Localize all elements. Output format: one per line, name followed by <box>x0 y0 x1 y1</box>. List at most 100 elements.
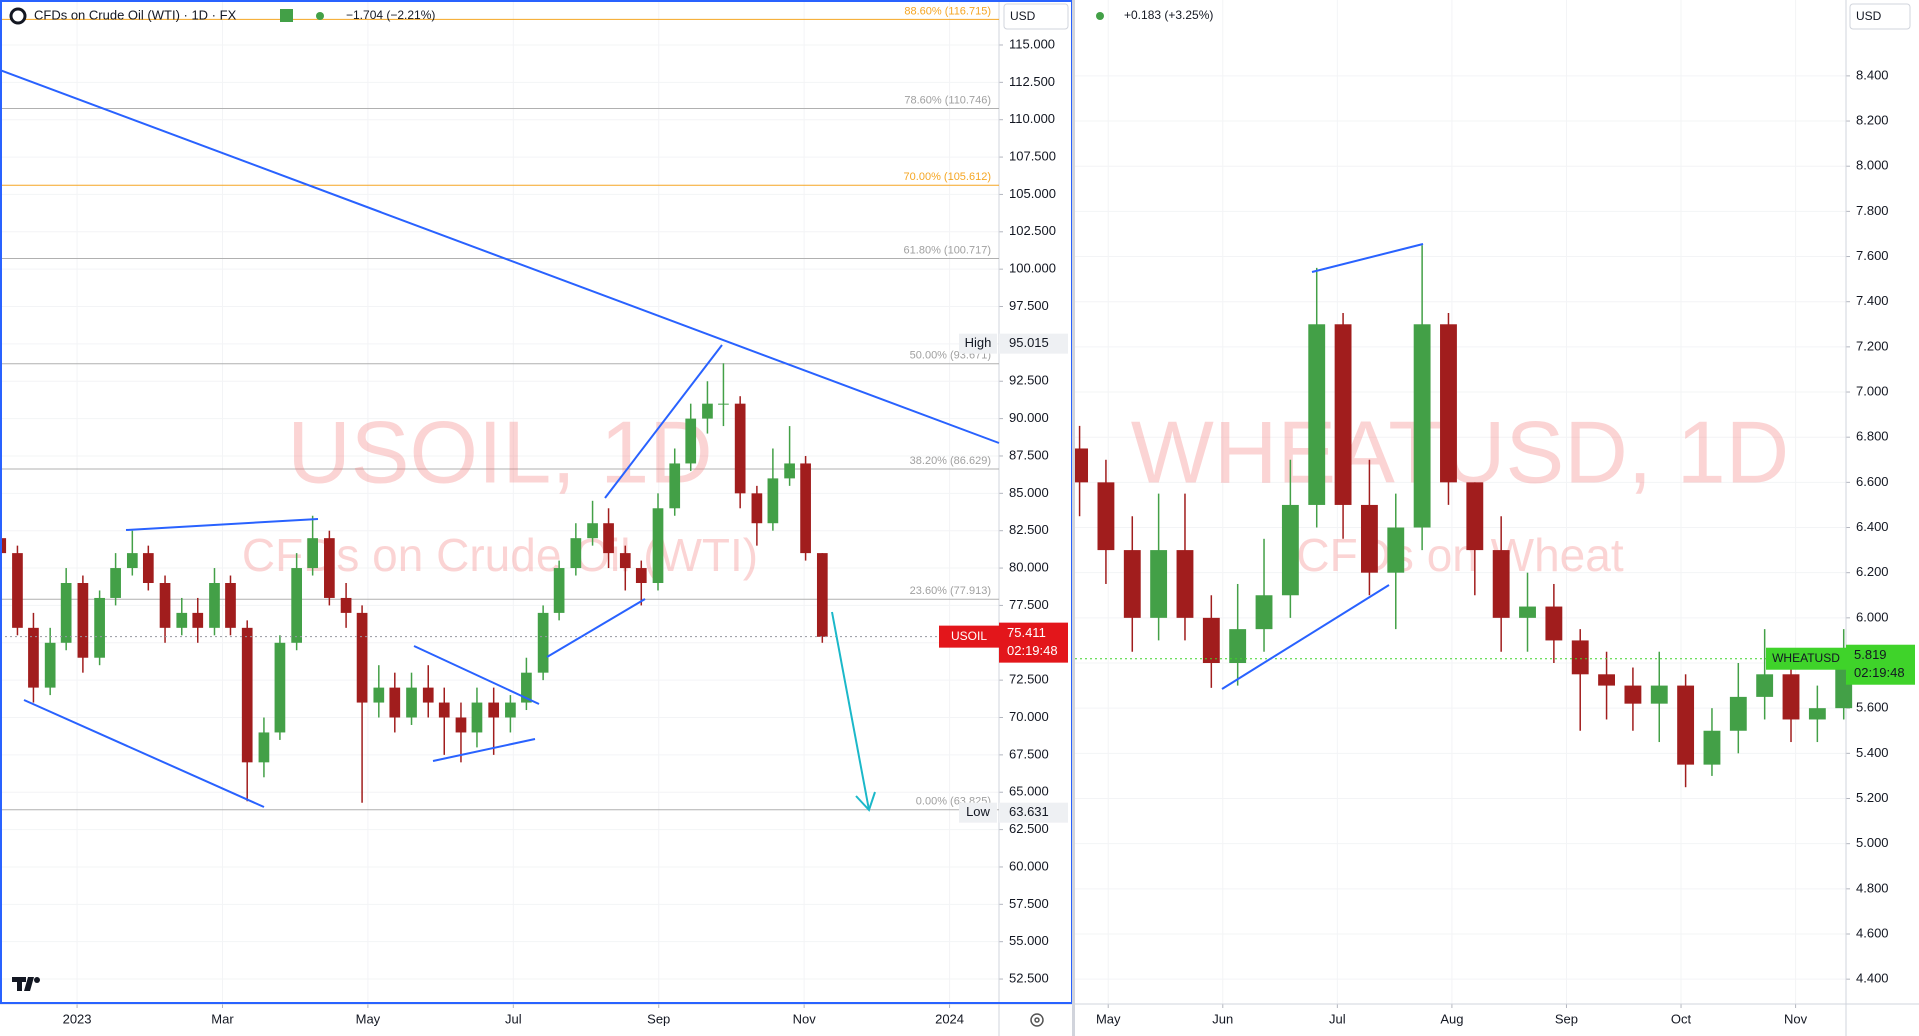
trend-line <box>1221 584 1390 690</box>
y-tick-label: 7.200 <box>1856 338 1889 353</box>
marker-value-box <box>999 333 1068 354</box>
candle-body <box>77 583 89 658</box>
candle-body <box>1413 324 1431 528</box>
y-tick-label: 4.400 <box>1856 971 1889 986</box>
x-tick-label: Mar <box>211 1011 234 1026</box>
candle-body <box>1677 685 1695 765</box>
x-tick-label: Aug <box>1440 1011 1463 1026</box>
trend-line <box>0 69 1000 444</box>
symbol-tag-label: WHEATUSD <box>1772 651 1840 665</box>
y-tick-label: 72.500 <box>1009 672 1049 687</box>
y-tick-label: 77.500 <box>1009 597 1049 612</box>
y-tick-label: 5.200 <box>1856 790 1889 805</box>
candle-body <box>1729 696 1747 731</box>
fib-label: 70.00% (105.612) <box>904 171 991 183</box>
y-tick-label: 6.600 <box>1856 474 1889 489</box>
candle-body <box>1650 685 1668 704</box>
fib-label: 61.80% (100.717) <box>904 244 991 256</box>
candle-body <box>619 553 631 569</box>
candle-body <box>505 702 516 718</box>
x-tick-label: Jun <box>1212 1011 1233 1026</box>
settings-button[interactable] <box>1030 1013 1044 1027</box>
y-tick-label: 90.000 <box>1009 410 1049 425</box>
candle-body <box>1229 629 1247 664</box>
currency-button[interactable] <box>1003 3 1069 30</box>
y-tick-label: 92.500 <box>1009 373 1049 388</box>
candle-body <box>455 717 467 733</box>
candle-body <box>28 627 39 688</box>
y-tick-label: 6.800 <box>1856 429 1889 444</box>
y-tick-label: 8.200 <box>1856 112 1889 127</box>
y-tick-label: 112.500 <box>1009 74 1055 89</box>
candle-body <box>767 478 779 524</box>
candle-body <box>1703 730 1721 765</box>
candle-body <box>438 702 450 718</box>
status-dot <box>316 12 324 20</box>
candle-body <box>635 568 647 584</box>
candle-body <box>1176 550 1194 618</box>
y-tick-label: 6.400 <box>1856 519 1889 534</box>
candle-body <box>488 702 500 718</box>
symbol-tag-label: USOIL <box>951 629 987 643</box>
y-tick-label: 4.800 <box>1856 880 1889 895</box>
price-change: −1.704 (−2.21%) <box>346 8 435 22</box>
candle-body <box>406 687 417 718</box>
chart-title: CFDs on Crude Oil (WTI) · 1D · FX <box>34 7 237 22</box>
y-tick-label: 7.000 <box>1856 383 1889 398</box>
y-tick-label: 4.600 <box>1856 925 1889 940</box>
y-tick-label: 110.000 <box>1009 111 1055 126</box>
candle-body <box>1466 482 1484 551</box>
x-tick-label: Sep <box>647 1011 670 1026</box>
candle-body <box>209 583 220 628</box>
y-tick-label: 7.800 <box>1856 203 1889 218</box>
y-tick-label: 102.500 <box>1009 223 1056 238</box>
candle-body <box>751 493 763 524</box>
candle-body <box>1545 606 1563 641</box>
candle-body <box>553 568 565 613</box>
fib-label: 88.60% (116.715) <box>904 5 991 17</box>
y-tick-label: 87.500 <box>1009 447 1049 462</box>
y-tick-label: 60.000 <box>1009 858 1049 873</box>
countdown: 02:19:48 <box>1854 665 1905 680</box>
candle-body <box>60 583 72 643</box>
candle-body <box>274 642 286 733</box>
symbol-icon <box>9 7 27 25</box>
candle-body <box>1782 674 1800 720</box>
marker-value-box <box>999 802 1068 823</box>
candle-body <box>1071 448 1089 483</box>
candle-body <box>1202 617 1220 664</box>
trend-line <box>432 738 536 762</box>
candle-body <box>1387 527 1405 573</box>
marker-label: Low <box>966 804 990 819</box>
x-tick-label: Jul <box>505 1011 522 1026</box>
candle-body <box>225 583 236 628</box>
y-tick-label: 5.600 <box>1856 700 1889 715</box>
candle-body <box>94 597 105 658</box>
price-change: +0.183 (+3.25%) <box>1124 8 1213 22</box>
symbol-tag <box>939 625 999 648</box>
price-tag-value: 5.819 <box>1854 647 1887 662</box>
candle-body <box>1097 482 1115 551</box>
candle-body <box>800 463 811 554</box>
candle-body <box>718 403 729 405</box>
candle-body <box>12 553 23 628</box>
y-tick-label: 7.600 <box>1856 248 1889 263</box>
y-tick-label: 5.400 <box>1856 745 1889 760</box>
y-tick-label: 6.000 <box>1856 609 1889 624</box>
trend-line <box>413 645 540 705</box>
candle-body <box>0 538 7 554</box>
y-tick-label: 8.000 <box>1856 158 1889 173</box>
candle-body <box>159 583 171 628</box>
currency-button[interactable] <box>1849 3 1911 30</box>
y-tick-label: 67.500 <box>1009 746 1049 761</box>
candle-body <box>110 568 121 598</box>
y-tick-label: 100.000 <box>1009 261 1056 276</box>
countdown: 02:19:48 <box>1007 643 1058 658</box>
candle-body <box>1123 550 1141 618</box>
candle-body <box>652 508 664 584</box>
y-tick-label: 97.500 <box>1009 298 1049 313</box>
price-tag-value: 75.411 <box>1007 625 1046 640</box>
candle-body <box>570 538 582 569</box>
x-tick-label: Nov <box>793 1011 817 1026</box>
